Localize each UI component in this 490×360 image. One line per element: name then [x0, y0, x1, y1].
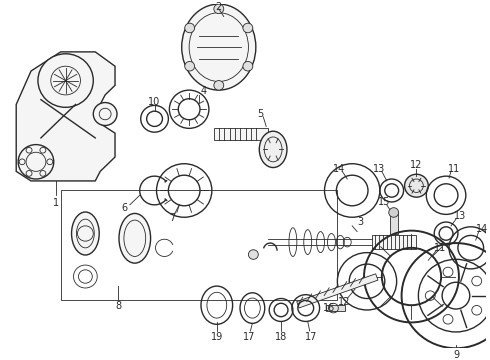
Text: 1: 1: [53, 198, 59, 208]
Text: 17: 17: [243, 332, 256, 342]
Text: 11: 11: [434, 243, 446, 253]
Bar: [61, 190, 337, 301]
Circle shape: [243, 23, 253, 33]
Circle shape: [248, 250, 258, 259]
Bar: [372, 235, 416, 249]
Text: 17: 17: [304, 332, 317, 342]
Text: 12: 12: [338, 297, 350, 307]
Ellipse shape: [259, 131, 287, 167]
Circle shape: [185, 23, 195, 33]
Text: 13: 13: [373, 163, 385, 174]
Text: 16: 16: [323, 303, 336, 313]
Text: 14: 14: [333, 163, 345, 174]
Text: 13: 13: [454, 211, 466, 221]
Text: 3: 3: [357, 217, 363, 227]
Circle shape: [214, 4, 224, 14]
Ellipse shape: [182, 4, 256, 90]
Text: 9: 9: [453, 350, 459, 360]
Text: 4: 4: [201, 86, 207, 96]
Bar: [325, 305, 345, 311]
FancyArrow shape: [297, 274, 378, 308]
Text: 7: 7: [169, 213, 175, 223]
Circle shape: [243, 62, 253, 71]
Polygon shape: [16, 52, 115, 181]
Text: 10: 10: [148, 96, 161, 107]
Text: 6: 6: [122, 203, 128, 213]
Circle shape: [38, 54, 93, 107]
Ellipse shape: [119, 213, 150, 263]
Text: 8: 8: [115, 301, 121, 311]
Text: 5: 5: [257, 109, 264, 119]
Text: 14: 14: [475, 224, 488, 234]
Text: 18: 18: [275, 332, 287, 342]
Ellipse shape: [72, 212, 99, 255]
Bar: [214, 129, 268, 140]
Circle shape: [185, 62, 195, 71]
Text: 12: 12: [410, 160, 422, 170]
Circle shape: [214, 81, 224, 90]
Circle shape: [405, 174, 428, 197]
Text: 19: 19: [211, 332, 223, 342]
Text: 2: 2: [216, 2, 222, 12]
Bar: [390, 212, 398, 234]
Circle shape: [18, 145, 54, 179]
Text: 11: 11: [448, 163, 460, 174]
Circle shape: [93, 103, 117, 126]
Text: 15: 15: [378, 197, 390, 207]
Circle shape: [389, 208, 399, 217]
